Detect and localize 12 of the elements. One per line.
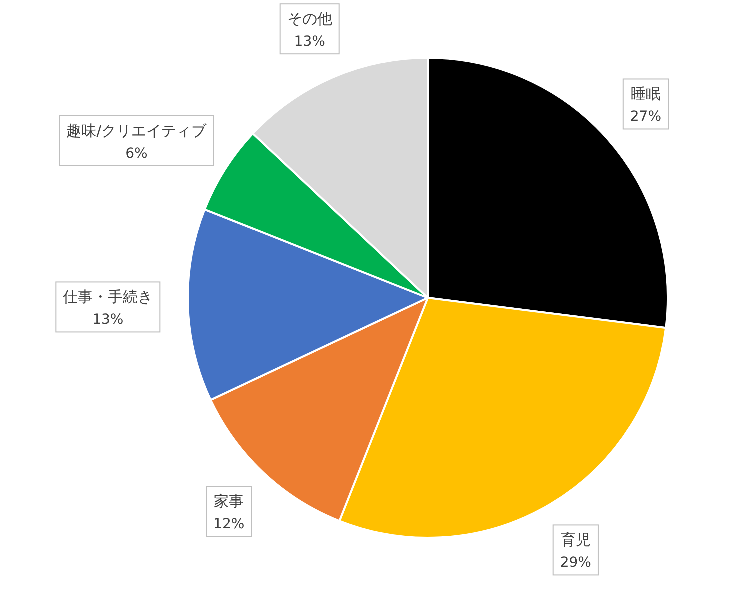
- data-label: 29%: [560, 555, 592, 572]
- slice-label: 家事: [214, 492, 244, 511]
- data-label: 12%: [214, 516, 245, 533]
- data-label: 13%: [294, 34, 326, 50]
- data-label: 13%: [92, 312, 124, 328]
- slice-label: 睡眠: [630, 85, 661, 104]
- slice-label: 仕事・手続き: [62, 288, 154, 306]
- data-label: 6%: [126, 146, 148, 162]
- data-label: 27%: [630, 109, 662, 126]
- slice-label: 趣味/クリエイティブ: [66, 122, 208, 140]
- slice-label: 育児: [560, 531, 591, 550]
- slice-label: その他: [287, 10, 332, 28]
